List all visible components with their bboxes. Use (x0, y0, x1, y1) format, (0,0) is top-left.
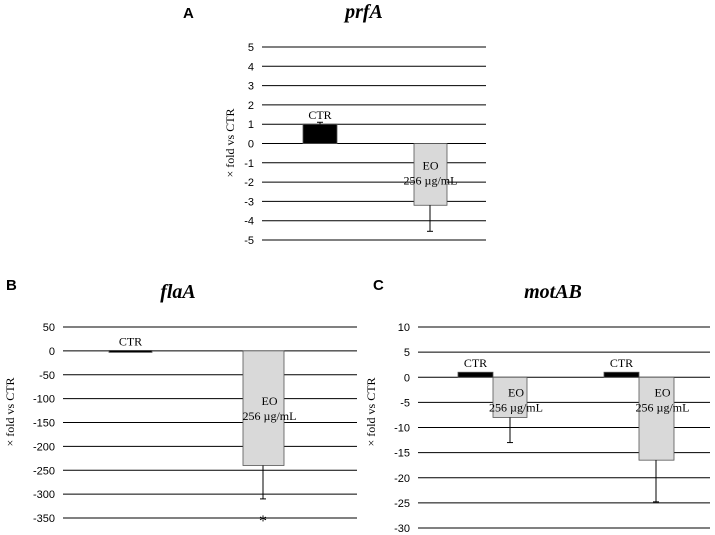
y-tick-label: 3 (248, 81, 254, 93)
y-tick-label: -300 (33, 489, 55, 501)
eo-bar (242, 350, 285, 466)
y-tick-label: -350 (33, 513, 55, 525)
significance-asterisk: * (259, 513, 267, 530)
panel-a-grid (262, 46, 486, 241)
y-tick-label: -2 (244, 177, 254, 189)
panel-b: B flaA × fold vs CTR 50 0 -50 -100 -150 -200 -… (3, 277, 357, 530)
eo-bar-label: EO (508, 385, 524, 399)
y-tick-label: -30 (394, 523, 410, 535)
y-tick-label: -3 (244, 196, 254, 208)
panel-b-grid (63, 326, 357, 519)
y-tick-label: 2 (248, 100, 254, 112)
y-tick-label: 0 (248, 139, 254, 151)
panel-c: C motAB × fold vs CTR 10 5 0 -5 -10 -15 -20 -25… (364, 277, 710, 535)
ctr-bar (457, 371, 494, 378)
y-tick-label: -25 (394, 498, 410, 510)
y-tick-label: 50 (43, 322, 55, 334)
eo-bar (492, 376, 528, 418)
y-tick-label: 0 (404, 372, 410, 384)
y-tick-label: 5 (248, 42, 254, 54)
ctr-bar-label: CTR (610, 356, 633, 370)
y-tick-label: -1 (244, 158, 254, 170)
ctr-bar (108, 349, 153, 353)
y-tick-label: -20 (394, 473, 410, 485)
y-tick-label: 4 (248, 61, 254, 73)
eo-concentration-label: 256 µg/mL (636, 400, 690, 414)
panel-a-y-axis-label: × fold vs CTR (223, 108, 237, 177)
panel-c-y-ticks: 10 5 0 -5 -10 -15 -20 -25 -30 (394, 322, 410, 535)
ctr-bar-label: CTR (464, 356, 487, 370)
panel-b-y-axis-label: × fold vs CTR (3, 377, 17, 446)
eo-bar (413, 143, 448, 206)
y-tick-label: 0 (49, 346, 55, 358)
eo-concentration-label: 256 µg/mL (404, 174, 458, 188)
y-tick-label: -10 (394, 423, 410, 435)
y-tick-label: -5 (400, 397, 410, 409)
y-tick-label: -5 (244, 235, 254, 247)
ctr-bar (603, 371, 640, 378)
eo-bar-label: EO (262, 394, 278, 408)
ctr-bar-label: CTR (119, 334, 142, 348)
y-tick-label: -100 (33, 394, 55, 406)
y-tick-label: -150 (33, 418, 55, 430)
y-tick-label: -4 (244, 216, 254, 228)
panel-b-letter: B (6, 277, 17, 294)
panel-a-y-ticks: 5 4 3 2 1 0 -1 -2 -3 -4 -5 (244, 42, 254, 247)
panel-c-title: motAB (524, 281, 582, 303)
eo-concentration-label: 256 µg/mL (489, 400, 543, 414)
panel-c-y-axis-label: × fold vs CTR (364, 377, 378, 446)
ctr-bar (302, 123, 338, 144)
eo-concentration-label: 256 µg/mL (243, 409, 297, 423)
panel-b-y-ticks: 50 0 -50 -100 -150 -200 -250 -300 -350 (33, 322, 55, 525)
y-tick-label: 5 (404, 347, 410, 359)
eo-bar (638, 376, 675, 461)
y-tick-label: 10 (398, 322, 410, 334)
y-tick-label: -250 (33, 465, 55, 477)
y-tick-label: -15 (394, 448, 410, 460)
y-tick-label: 1 (248, 119, 254, 131)
panel-c-letter: C (373, 277, 384, 294)
panel-b-title: flaA (160, 281, 196, 303)
panel-a: A prfA × fold vs CTR 5 4 3 2 1 0 -1 -2 -3 -4 -5 CT… (183, 1, 486, 247)
panel-a-title: prfA (343, 1, 383, 23)
y-tick-label: -50 (39, 370, 55, 382)
eo-bar-label: EO (423, 159, 439, 173)
y-tick-label: -200 (33, 441, 55, 453)
panel-a-letter: A (183, 5, 194, 22)
ctr-bar-label: CTR (308, 108, 331, 122)
eo-bar-label: EO (655, 385, 671, 399)
